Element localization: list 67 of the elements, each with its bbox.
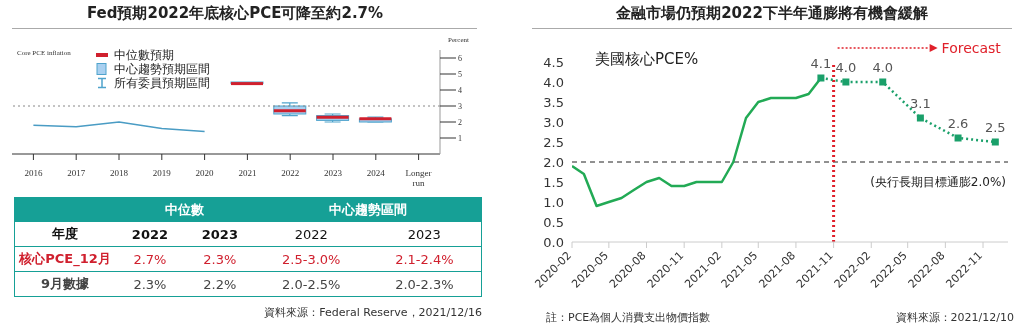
source-note: 資料來源：Federal Reserve，2021/12/16 [263, 305, 482, 320]
text: 註：PCE為個人消費支出物價指數 [546, 310, 711, 325]
annotation: 美國核心PCE% [595, 50, 699, 69]
source-note: 資料來源：2021/12/10 [895, 310, 1014, 325]
legend-label: Forecast [941, 40, 1002, 56]
point [817, 74, 825, 82]
text: 2022 [294, 226, 328, 242]
y-tick-label: 3.0 [543, 114, 564, 130]
y-tick-label: 6 [458, 53, 462, 63]
y-tick-label: 5 [458, 69, 462, 79]
y-tick-label: 1 [458, 133, 462, 143]
text: 2.0-2.5% [282, 276, 341, 292]
text: 2022 [131, 226, 169, 242]
data-label: 2.5 [984, 120, 1006, 135]
text: 2.5-3.0% [282, 251, 341, 267]
y-tick-label: 0.0 [543, 234, 564, 250]
x-tick-label: 2020 [195, 168, 215, 178]
text: 2.2% [203, 276, 237, 292]
x-tick-label: 2018 [110, 168, 129, 178]
chart-title: Fed預期2022年底核心PCE可降至約2.7% [85, 4, 385, 23]
x-tick-label: 2017 [67, 168, 86, 178]
x-tick-label: 2022 [281, 168, 300, 178]
x-tick-label: Longer run [405, 168, 432, 188]
annotation: 中心趨勢預期區間 [114, 61, 210, 77]
y-tick-label: 4.5 [543, 54, 564, 70]
point [916, 114, 924, 122]
category-label: 9月數據 [40, 276, 90, 291]
data-label: 3.1 [910, 96, 931, 111]
point [879, 78, 887, 86]
x-tick-label: 2016 [24, 168, 43, 178]
data-label: 2.6 [947, 116, 969, 131]
chart-title: 金融市場仍預期2022下半年通膨將有機會緩解 [615, 4, 929, 23]
text: 2.3% [203, 251, 237, 267]
text: 2.3% [133, 276, 167, 292]
annotation: 所有委員預期區間 [114, 75, 210, 92]
point [991, 138, 999, 146]
y-tick-label: 0.5 [543, 214, 564, 230]
y-tick-label: 1.5 [543, 174, 564, 190]
y-tick-label: 4.0 [543, 74, 564, 90]
text: 2.1-2.4% [395, 251, 454, 267]
y-tick-label: 2.5 [543, 134, 564, 150]
category-label: 中心趨勢區間 [327, 201, 408, 219]
y-tick-label: 3.5 [543, 94, 564, 110]
y-tick-label: 4 [458, 85, 462, 95]
x-tick-label: 2021 [238, 168, 257, 178]
point [842, 78, 850, 86]
x-tick-label: 2019 [152, 168, 172, 178]
y-tick-label: 2 [458, 117, 462, 127]
data-label: 4.0 [872, 60, 894, 75]
text: 2.0-2.3% [395, 276, 454, 292]
ref-line-label: (央行長期目標通膨2.0%) [870, 175, 1006, 189]
y-tick-label: 2.0 [543, 154, 564, 170]
data-label: 4.1 [810, 56, 832, 71]
annotation: 中位數預期 [114, 46, 174, 63]
line-series [32, 121, 206, 133]
x-tick-label: 2023 [324, 168, 343, 178]
text: 2.7% [133, 251, 167, 267]
data-label: 4.0 [835, 60, 857, 75]
text: 2023 [407, 226, 441, 242]
y-tick-label: 3 [458, 101, 462, 111]
category-label: 年度 [52, 226, 78, 241]
point [954, 134, 962, 142]
y-tick-label: 1.0 [543, 194, 564, 210]
category-label: 核心PCE_12月 [19, 251, 111, 266]
text: 2023 [201, 226, 238, 242]
category-label: 中位數 [164, 201, 206, 219]
x-tick-label: 2024 [366, 168, 386, 178]
